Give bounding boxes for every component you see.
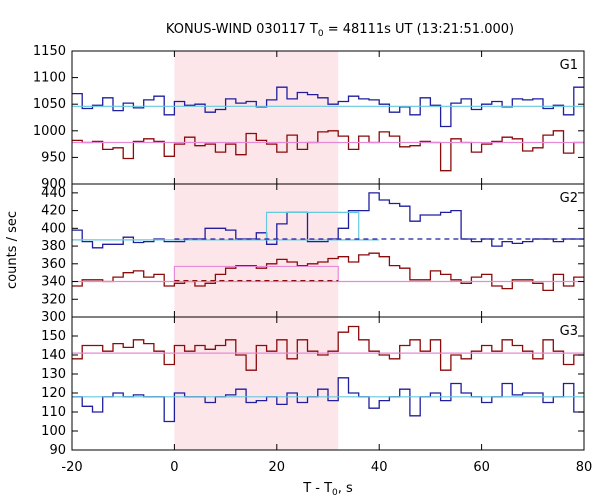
highlight-interval xyxy=(174,184,339,317)
interval-fit-step-2 xyxy=(173,265,339,282)
y-tick-label: 100 xyxy=(41,424,66,439)
chart-title-prefix: KONUS-WIND 030117 T xyxy=(166,22,318,37)
x-tick-label: 20 xyxy=(269,460,286,475)
series-line-1 xyxy=(72,86,584,128)
series-line-1 xyxy=(72,325,584,371)
x-tick-label: 0 xyxy=(170,460,178,475)
panel-g2: 300 320 340 360 380 400 420 440 G2 xyxy=(41,183,585,325)
y-tick-label: 300 xyxy=(41,310,66,325)
x-axis-label-prefix: T - T xyxy=(302,481,332,496)
y-tick-label: 90 xyxy=(49,443,66,458)
x-axis-label: T - T0, s xyxy=(302,481,353,498)
y-tick-label: 1150 xyxy=(33,44,66,59)
plot-area: 9009501000105011001150G13003203403603804… xyxy=(33,44,592,475)
y-tick-label: 400 xyxy=(41,221,66,236)
y-tick-label: 420 xyxy=(41,204,66,219)
highlight-interval xyxy=(174,317,339,450)
y-tick-label: 320 xyxy=(41,292,66,307)
panel-g3: 90 100 110 120 130 140 150 G3 xyxy=(41,316,585,458)
y-tick-label: 380 xyxy=(41,239,66,254)
y-tick-label: 440 xyxy=(41,186,66,201)
x-tick-label: 80 xyxy=(576,460,593,475)
x-tick-label: 60 xyxy=(473,460,490,475)
y-tick-label: 360 xyxy=(41,257,66,272)
y-tick-label: 1000 xyxy=(33,124,66,139)
y-tick-label: 900 xyxy=(41,177,66,192)
y-tick-label: 130 xyxy=(41,367,66,382)
highlight-interval xyxy=(174,51,339,184)
series-line-2 xyxy=(72,130,584,172)
series-line-2 xyxy=(72,252,584,292)
chart-title-suffix: = 48111s UT (13:21:51.000) xyxy=(324,22,514,37)
x-axis-label-subscript: 0 xyxy=(332,488,338,498)
y-tick-label: 140 xyxy=(41,348,66,363)
y-tick-label: 110 xyxy=(41,405,66,420)
panel-label: G2 xyxy=(560,191,578,206)
y-tick-label: 1050 xyxy=(33,97,66,112)
panel-label: G3 xyxy=(560,324,578,339)
interval-fit-step-1 xyxy=(265,211,360,240)
y-tick-label: 950 xyxy=(41,150,66,165)
panel-label: G1 xyxy=(560,58,578,73)
chart-title: KONUS-WIND 030117 T0 = 48111s UT (13:21:… xyxy=(166,22,514,39)
y-tick-label: 120 xyxy=(41,386,66,401)
x-axis-label-suffix: , s xyxy=(338,481,353,496)
y-tick-label: 340 xyxy=(41,275,66,290)
y-tick-label: 1100 xyxy=(33,71,66,86)
panel-frame xyxy=(71,316,585,451)
y-axis-label: counts / sec xyxy=(5,211,20,289)
x-tick-label: -20 xyxy=(61,460,82,475)
panel-g1: 900 950 1000 1050 1100 1150 G1 xyxy=(33,44,585,192)
y-tick-label: 150 xyxy=(41,329,66,344)
x-tick-label: 40 xyxy=(371,460,388,475)
chart-title-subscript: 0 xyxy=(318,29,324,39)
